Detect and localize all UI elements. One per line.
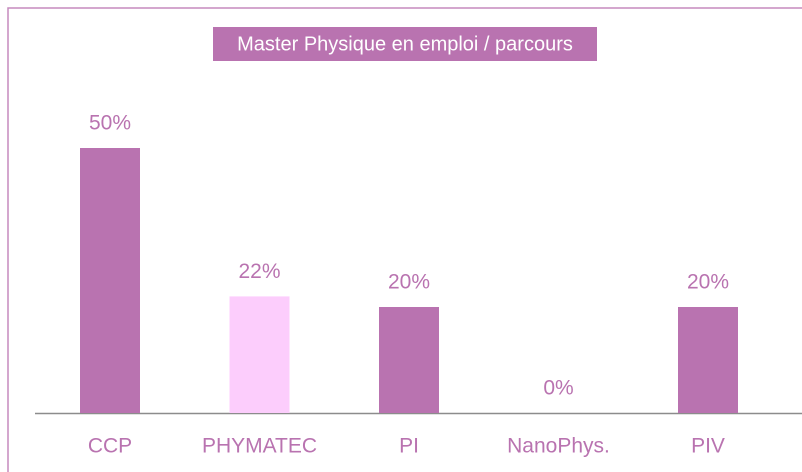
x-tick-label: PI	[399, 435, 419, 458]
x-tick-label: PIV	[691, 435, 725, 458]
x-tick-label: PHYMATEC	[202, 435, 317, 458]
value-label: 20%	[687, 271, 729, 294]
value-label: 20%	[388, 271, 430, 294]
bar	[229, 296, 290, 413]
x-tick-label: CCP	[88, 435, 132, 458]
value-label: 22%	[238, 260, 280, 283]
value-label: 0%	[543, 377, 573, 400]
bar	[80, 148, 140, 413]
value-label: 50%	[89, 112, 131, 135]
bar	[678, 307, 738, 413]
chart-title: Master Physique en emploi / parcours	[237, 33, 573, 55]
bar	[379, 307, 439, 413]
x-tick-label: NanoPhys.	[507, 435, 610, 458]
title-box	[213, 27, 597, 61]
